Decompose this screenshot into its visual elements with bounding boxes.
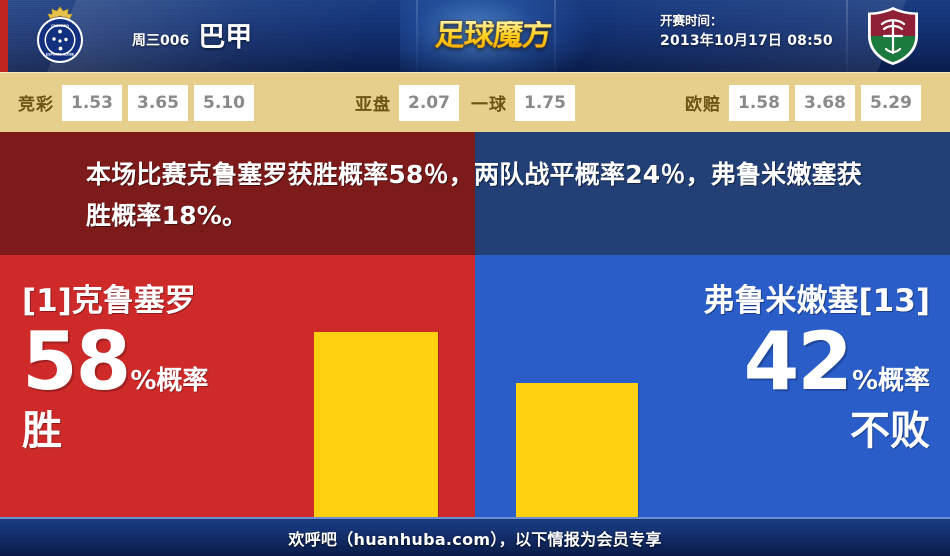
home-probability-value: 58 (22, 315, 131, 408)
odds-cell-oupei-home[interactable]: 1.58 (729, 84, 789, 121)
away-panel-content: 弗鲁米嫩塞[13] 42 %概率 不败 (600, 255, 930, 517)
home-probability-unit: %概率 (130, 366, 209, 396)
away-outcome-label: 不败 (850, 408, 930, 454)
away-probability-bar (516, 383, 638, 517)
odds-cell-jingcai-away[interactable]: 5.10 (194, 84, 254, 121)
summary-banner-left-bg (0, 132, 475, 255)
header-left-accent-strip (0, 0, 8, 72)
home-outcome-label: 胜 (22, 408, 62, 454)
kickoff-datetime: 2013年10月17日 08:50 (660, 33, 833, 49)
home-probability-row: 58 %概率 (22, 315, 322, 408)
cruzeiro-crest-icon: CRUZEIRO ESPORTE CLUBE (28, 4, 92, 68)
footer-bar: 欢呼吧（huanhuba.com），以下情报为会员专享 (0, 517, 950, 556)
odds-cell-jingcai-draw[interactable]: 3.65 (128, 84, 188, 121)
away-probability-value: 42 (743, 315, 853, 408)
home-team-name: [1]克鲁塞罗 (22, 283, 196, 319)
fluminense-crest-icon (862, 5, 924, 67)
odds-label-oupei: 欧赔 (685, 95, 721, 115)
odds-label-handicap: 一球 (471, 95, 507, 115)
match-round-label: 周三006 (132, 33, 190, 49)
probability-panels: [1]克鲁塞罗 58 %概率 胜 弗鲁米嫩塞[13] 42 %概率 不败 (0, 255, 950, 517)
odds-group-yapan: 亚盘 2.07 一球 1.75 (355, 84, 575, 121)
brand-logo: 足球魔方 (400, 0, 590, 72)
odds-cell-jingcai-home[interactable]: 1.53 (62, 84, 122, 121)
odds-label-jingcai: 竞彩 (18, 95, 54, 115)
svg-text:ESPORTE CLUBE: ESPORTE CLUBE (46, 52, 74, 56)
odds-cell-oupei-draw[interactable]: 3.68 (795, 84, 855, 121)
summary-banner-right-bg (475, 132, 950, 255)
brand-text: 足球魔方 (433, 18, 553, 53)
odds-group-oupei: 欧赔 1.58 3.68 5.29 (685, 84, 921, 121)
summary-banner: 本场比赛克鲁塞罗获胜概率58％，两队战平概率24％，弗鲁米嫩塞获胜概率18%。 (0, 132, 950, 255)
away-team-name: 弗鲁米嫩塞[13] (703, 283, 930, 319)
summary-banner-text: 本场比赛克鲁塞罗获胜概率58％，两队战平概率24％，弗鲁米嫩塞获胜概率18%。 (86, 160, 862, 230)
header-bar: CRUZEIRO ESPORTE CLUBE 周三006 巴甲 足球魔方 开赛时… (0, 0, 950, 72)
header-divider-1 (416, 0, 418, 72)
league-name: 巴甲 (198, 21, 253, 53)
odds-cell-yapan-home[interactable]: 2.07 (399, 84, 459, 121)
odds-cell-yapan-away[interactable]: 1.75 (515, 84, 575, 121)
odds-group-jingcai: 竞彩 1.53 3.65 5.10 (18, 84, 254, 121)
match-info: 周三006 巴甲 (132, 14, 252, 60)
away-probability-unit: %概率 (851, 366, 930, 396)
odds-bar: 竞彩 1.53 3.65 5.10 亚盘 2.07 一球 1.75 欧赔 1.5… (0, 72, 950, 132)
footer-text: 欢呼吧（huanhuba.com），以下情报为会员专享 (288, 529, 662, 549)
odds-cell-oupei-away[interactable]: 5.29 (861, 84, 921, 121)
header-divider-3 (846, 0, 848, 72)
home-probability-bar (314, 332, 438, 517)
away-probability-row: 42 %概率 (600, 315, 930, 408)
odds-label-yapan: 亚盘 (355, 95, 391, 115)
kickoff-label: 开赛时间： (660, 13, 723, 28)
svg-text:CRUZEIRO: CRUZEIRO (51, 24, 69, 28)
home-panel-content: [1]克鲁塞罗 58 %概率 胜 (22, 255, 322, 517)
kickoff-block: 开赛时间： 2013年10月17日 08:50 (660, 12, 833, 52)
